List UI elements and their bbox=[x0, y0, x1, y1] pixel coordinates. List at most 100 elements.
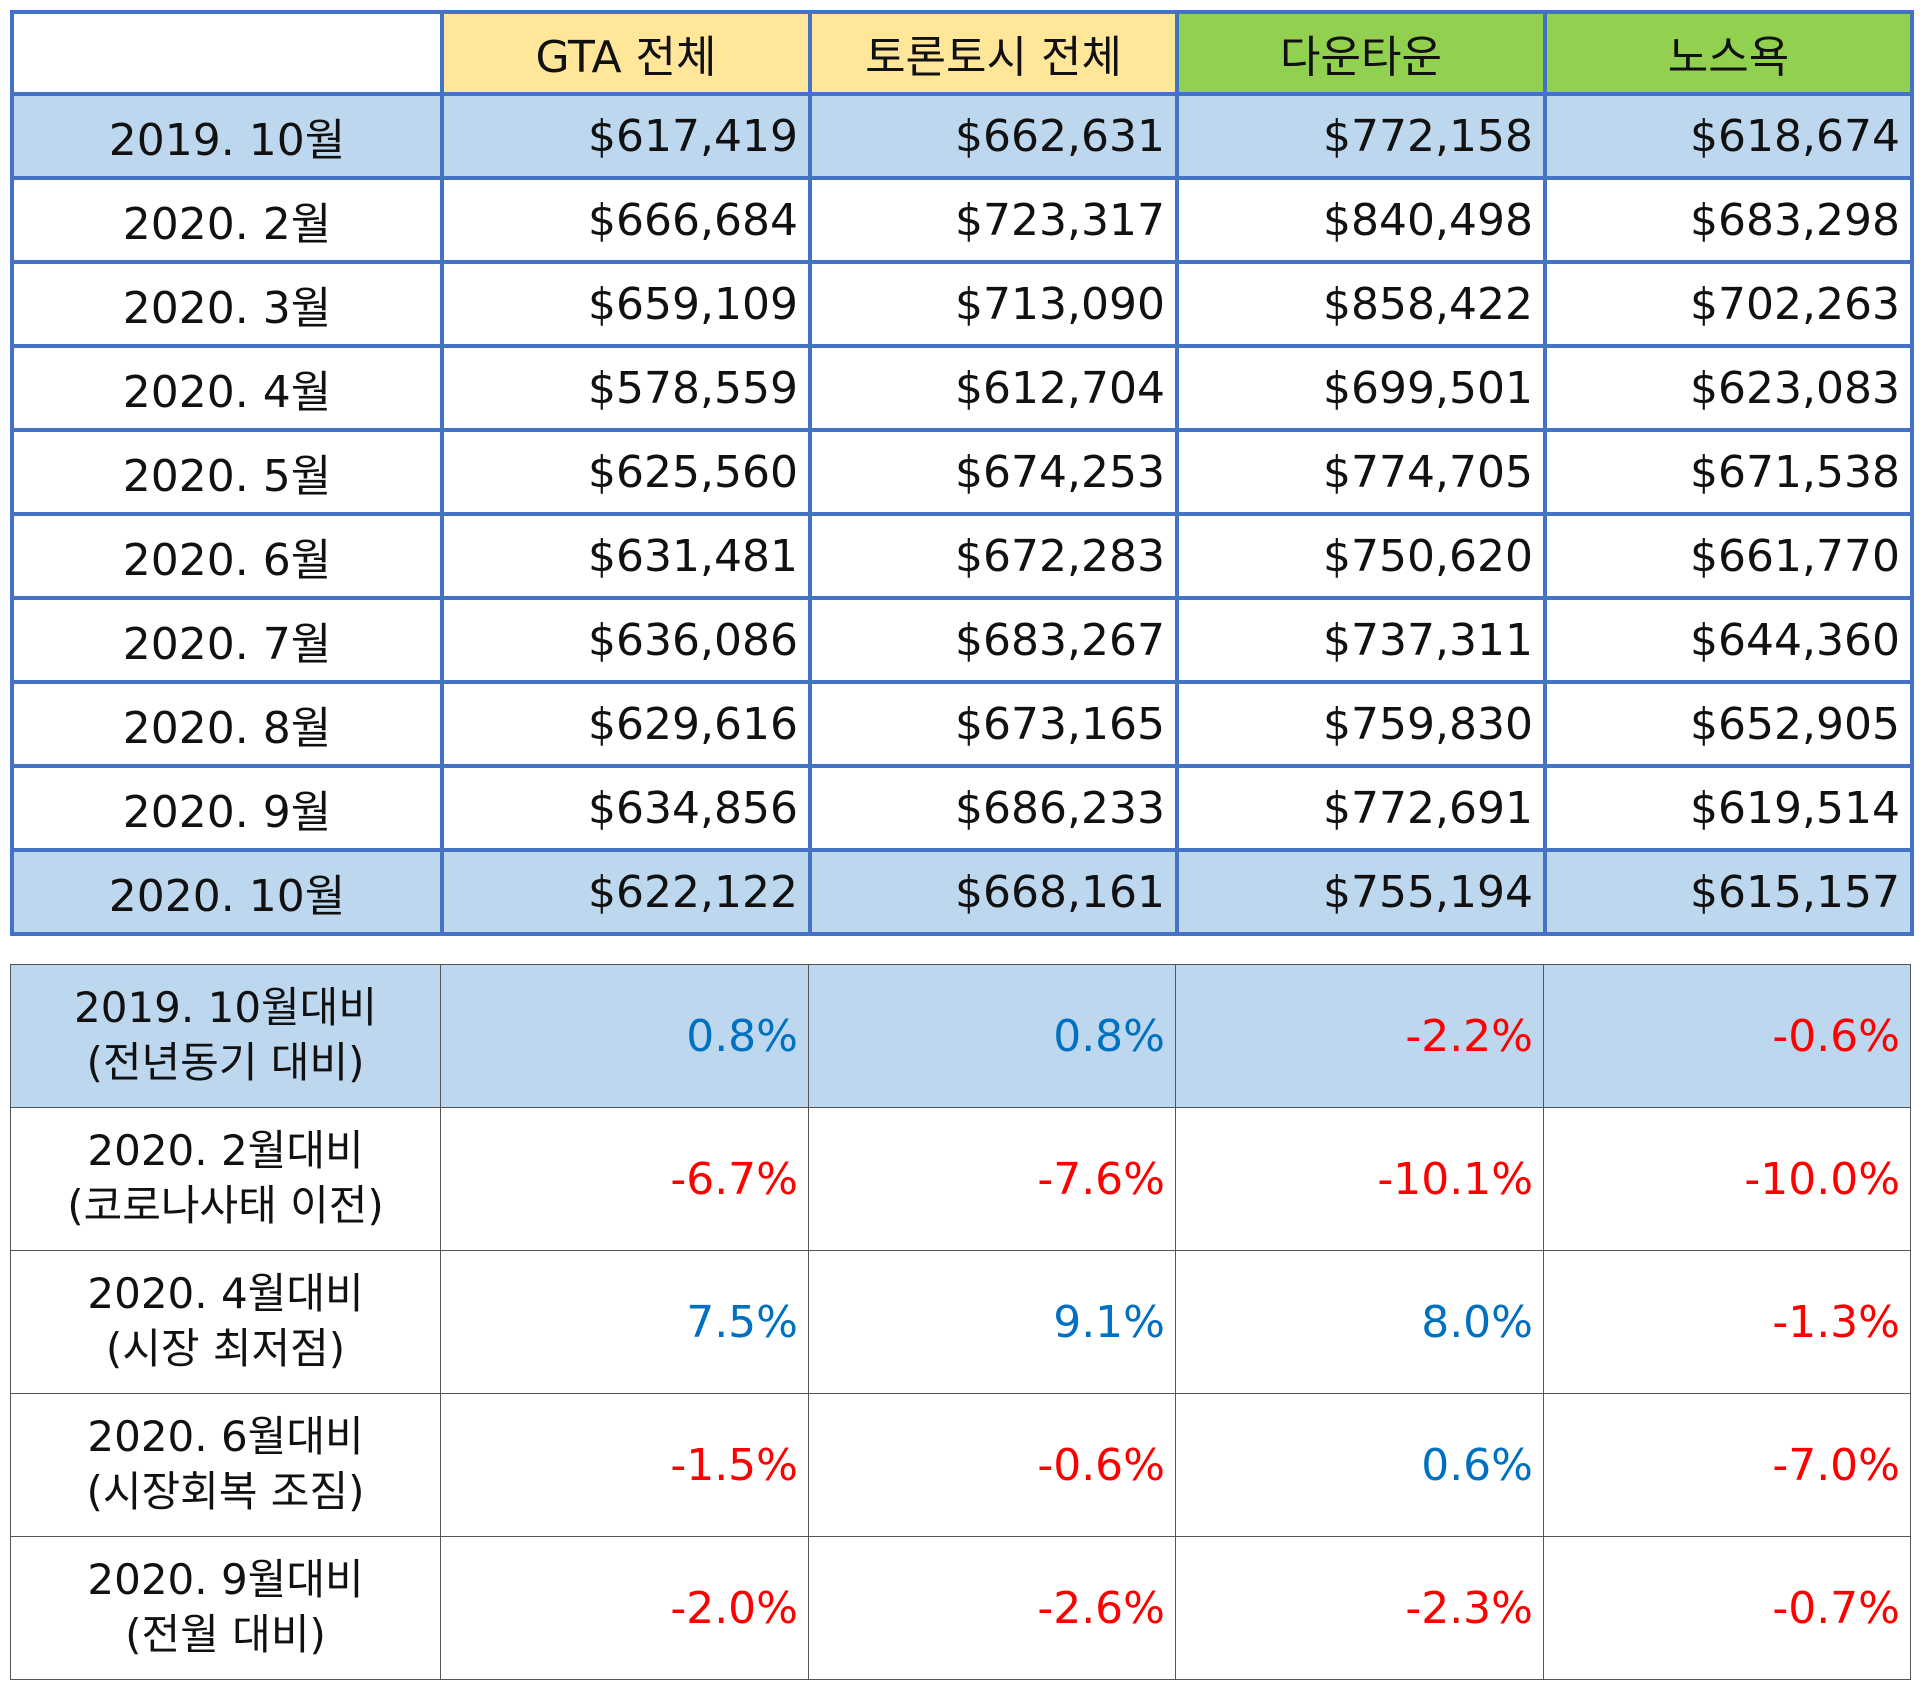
price-table-row: 2020. 5월 $625,560 $674,253 $774,705 $671,538 bbox=[10, 428, 1914, 516]
change-table-row: 2020. 9월대비 (전월 대비) -2.0% -2.6% -2.3% -0.7% bbox=[10, 1536, 1911, 1680]
header-gta-total: GTA 전체 bbox=[440, 10, 812, 96]
change-table-row: 2020. 2월대비 (코로나사태 이전) -6.7% -7.6% -10.1% -10.… bbox=[10, 1107, 1911, 1251]
north-york-price-cell: $644,360 bbox=[1543, 596, 1914, 684]
downtown-price-cell: $699,501 bbox=[1175, 344, 1547, 432]
downtown-price-cell: $774,705 bbox=[1175, 428, 1547, 516]
row-label-month: 2020. 5월 bbox=[10, 428, 444, 516]
gta-change-cell: -2.0% bbox=[440, 1536, 809, 1680]
price-table-row: 2020. 9월 $634,856 $686,233 $772,691 $619,514 bbox=[10, 764, 1914, 852]
price-table-header-row: GTA 전체 토론토시 전체 다운타운 노스욕 bbox=[10, 10, 1914, 96]
price-table-row: 2020. 7월 $636,086 $683,267 $737,311 $644,360 bbox=[10, 596, 1914, 684]
toronto-price-cell: $674,253 bbox=[808, 428, 1179, 516]
toronto-change-cell: -0.6% bbox=[808, 1393, 1176, 1537]
row-label-month: 2020. 2월 bbox=[10, 176, 444, 264]
north-york-price-cell: $623,083 bbox=[1543, 344, 1914, 432]
north-york-price-cell: $652,905 bbox=[1543, 680, 1914, 768]
downtown-change-cell: -2.2% bbox=[1175, 964, 1544, 1108]
change-table-row: 2020. 4월대비 (시장 최저점) 7.5% 9.1% 8.0% -1.3% bbox=[10, 1250, 1911, 1394]
downtown-change-cell: 0.6% bbox=[1175, 1393, 1544, 1537]
north-york-change-cell: -10.0% bbox=[1543, 1107, 1911, 1251]
comparison-label-cell: 2019. 10월대비 (전년동기 대비) bbox=[10, 964, 441, 1108]
toronto-price-cell: $683,267 bbox=[808, 596, 1179, 684]
north-york-price-cell: $615,157 bbox=[1543, 848, 1914, 936]
comparison-note: (코로나사태 이전) bbox=[67, 1181, 384, 1230]
comparison-note: (전년동기 대비) bbox=[86, 1038, 365, 1087]
change-table: 2019. 10월대비 (전년동기 대비) 0.8% 0.8% -2.2% -0.6% 20… bbox=[10, 964, 1911, 1680]
north-york-change-cell: -7.0% bbox=[1543, 1393, 1911, 1537]
header-corner-cell bbox=[10, 10, 444, 96]
price-table-row: 2020. 8월 $629,616 $673,165 $759,830 $652,905 bbox=[10, 680, 1914, 768]
row-label-month: 2020. 7월 bbox=[10, 596, 444, 684]
north-york-price-cell: $619,514 bbox=[1543, 764, 1914, 852]
north-york-price-cell: $683,298 bbox=[1543, 176, 1914, 264]
north-york-change-cell: -1.3% bbox=[1543, 1250, 1911, 1394]
gta-price-cell: $625,560 bbox=[440, 428, 812, 516]
gta-price-cell: $629,616 bbox=[440, 680, 812, 768]
downtown-change-cell: 8.0% bbox=[1175, 1250, 1544, 1394]
row-label-month: 2020. 4월 bbox=[10, 344, 444, 432]
gta-price-cell: $666,684 bbox=[440, 176, 812, 264]
north-york-price-cell: $671,538 bbox=[1543, 428, 1914, 516]
downtown-price-cell: $750,620 bbox=[1175, 512, 1547, 600]
gta-price-cell: $578,559 bbox=[440, 344, 812, 432]
gta-price-cell: $636,086 bbox=[440, 596, 812, 684]
downtown-change-cell: -2.3% bbox=[1175, 1536, 1544, 1680]
north-york-price-cell: $618,674 bbox=[1543, 92, 1914, 180]
header-toronto-total: 토론토시 전체 bbox=[808, 10, 1179, 96]
downtown-price-cell: $772,691 bbox=[1175, 764, 1547, 852]
row-label-month: 2020. 9월 bbox=[10, 764, 444, 852]
change-table-row: 2019. 10월대비 (전년동기 대비) 0.8% 0.8% -2.2% -0.6% bbox=[10, 964, 1911, 1108]
gta-price-cell: $659,109 bbox=[440, 260, 812, 348]
comparison-note: (전월 대비) bbox=[125, 1610, 326, 1659]
gta-change-cell: -6.7% bbox=[440, 1107, 809, 1251]
comparison-label-cell: 2020. 4월대비 (시장 최저점) bbox=[10, 1250, 441, 1394]
downtown-price-cell: $759,830 bbox=[1175, 680, 1547, 768]
toronto-price-cell: $668,161 bbox=[808, 848, 1179, 936]
comparison-period: 2020. 6월대비 bbox=[87, 1412, 364, 1462]
comparison-note: (시장회복 조짐) bbox=[86, 1467, 365, 1516]
price-table-row: 2020. 2월 $666,684 $723,317 $840,498 $683,298 bbox=[10, 176, 1914, 264]
price-table-row: 2020. 10월 $622,122 $668,161 $755,194 $615,15… bbox=[10, 848, 1914, 936]
gta-price-cell: $631,481 bbox=[440, 512, 812, 600]
north-york-change-cell: -0.7% bbox=[1543, 1536, 1911, 1680]
toronto-change-cell: -7.6% bbox=[808, 1107, 1176, 1251]
gta-change-cell: 7.5% bbox=[440, 1250, 809, 1394]
row-label-month: 2020. 6월 bbox=[10, 512, 444, 600]
north-york-price-cell: $702,263 bbox=[1543, 260, 1914, 348]
row-label-month: 2019. 10월 bbox=[10, 92, 444, 180]
comparison-label-cell: 2020. 6월대비 (시장회복 조짐) bbox=[10, 1393, 441, 1537]
header-north-york: 노스욕 bbox=[1543, 10, 1914, 96]
downtown-price-cell: $858,422 bbox=[1175, 260, 1547, 348]
toronto-price-cell: $723,317 bbox=[808, 176, 1179, 264]
downtown-price-cell: $755,194 bbox=[1175, 848, 1547, 936]
toronto-price-cell: $673,165 bbox=[808, 680, 1179, 768]
toronto-price-cell: $686,233 bbox=[808, 764, 1179, 852]
toronto-change-cell: 0.8% bbox=[808, 964, 1176, 1108]
row-label-month: 2020. 10월 bbox=[10, 848, 444, 936]
toronto-price-cell: $612,704 bbox=[808, 344, 1179, 432]
downtown-price-cell: $772,158 bbox=[1175, 92, 1547, 180]
toronto-price-cell: $672,283 bbox=[808, 512, 1179, 600]
gta-change-cell: 0.8% bbox=[440, 964, 809, 1108]
gta-price-cell: $634,856 bbox=[440, 764, 812, 852]
price-table-row: 2020. 4월 $578,559 $612,704 $699,501 $623,083 bbox=[10, 344, 1914, 432]
north-york-price-cell: $661,770 bbox=[1543, 512, 1914, 600]
comparison-period: 2020. 2월대비 bbox=[87, 1126, 364, 1176]
comparison-label-cell: 2020. 9월대비 (전월 대비) bbox=[10, 1536, 441, 1680]
gta-change-cell: -1.5% bbox=[440, 1393, 809, 1537]
gta-price-cell: $622,122 bbox=[440, 848, 812, 936]
price-table-row: 2019. 10월 $617,419 $662,631 $772,158 $618,67… bbox=[10, 92, 1914, 180]
gta-price-cell: $617,419 bbox=[440, 92, 812, 180]
toronto-change-cell: -2.6% bbox=[808, 1536, 1176, 1680]
header-downtown: 다운타운 bbox=[1175, 10, 1547, 96]
comparison-note: (시장 최저점) bbox=[105, 1324, 346, 1373]
downtown-change-cell: -10.1% bbox=[1175, 1107, 1544, 1251]
downtown-price-cell: $737,311 bbox=[1175, 596, 1547, 684]
comparison-label-cell: 2020. 2월대비 (코로나사태 이전) bbox=[10, 1107, 441, 1251]
change-table-row: 2020. 6월대비 (시장회복 조짐) -1.5% -0.6% 0.6% -7.0% bbox=[10, 1393, 1911, 1537]
toronto-price-cell: $713,090 bbox=[808, 260, 1179, 348]
price-table-row: 2020. 6월 $631,481 $672,283 $750,620 $661,770 bbox=[10, 512, 1914, 600]
comparison-period: 2020. 9월대비 bbox=[87, 1555, 364, 1605]
toronto-price-cell: $662,631 bbox=[808, 92, 1179, 180]
toronto-change-cell: 9.1% bbox=[808, 1250, 1176, 1394]
